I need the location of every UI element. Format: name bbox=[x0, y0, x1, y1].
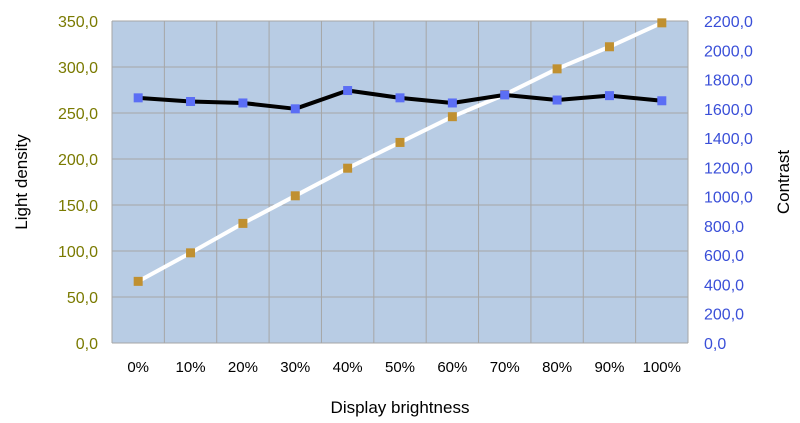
x-axis-title: Display brightness bbox=[331, 398, 470, 417]
left-tick-label: 300,0 bbox=[58, 60, 98, 77]
right-tick-label: 200,0 bbox=[704, 307, 744, 324]
series-layer bbox=[133, 18, 667, 286]
left-tick-label: 50,0 bbox=[67, 290, 98, 307]
right-tick-label: 400,0 bbox=[704, 277, 744, 294]
right-tick-label: 800,0 bbox=[704, 219, 744, 236]
left-tick-label: 200,0 bbox=[58, 152, 98, 169]
data-point bbox=[604, 42, 614, 52]
data-point bbox=[657, 96, 667, 106]
data-point bbox=[395, 137, 405, 147]
data-point bbox=[447, 98, 457, 108]
x-tick-label: 100% bbox=[643, 359, 681, 376]
data-point bbox=[500, 90, 510, 100]
x-tick-label: 90% bbox=[594, 359, 624, 376]
right-tick-label: 1200,0 bbox=[704, 160, 753, 177]
x-tick-label: 20% bbox=[228, 359, 258, 376]
data-point bbox=[552, 95, 562, 105]
data-point bbox=[343, 86, 353, 96]
data-point bbox=[238, 218, 248, 228]
left-tick-label: 0,0 bbox=[76, 336, 98, 353]
right-tick-label: 1600,0 bbox=[704, 102, 753, 119]
data-point bbox=[343, 163, 353, 173]
x-tick-label: 60% bbox=[437, 359, 467, 376]
data-point bbox=[657, 18, 667, 28]
data-point bbox=[186, 97, 196, 106]
x-tick-label: 10% bbox=[176, 359, 206, 376]
x-tick-label: 70% bbox=[490, 359, 520, 376]
right-tick-label: 1800,0 bbox=[704, 73, 753, 90]
x-tick-label: 30% bbox=[280, 359, 310, 376]
left-tick-label: 150,0 bbox=[58, 198, 98, 215]
data-point bbox=[604, 91, 614, 101]
data-point bbox=[290, 104, 300, 114]
data-point bbox=[395, 93, 405, 103]
data-point bbox=[447, 112, 457, 122]
y-axis-left-title: Light density bbox=[12, 134, 31, 230]
right-tick-label: 2200,0 bbox=[704, 14, 753, 31]
left-tick-label: 250,0 bbox=[58, 106, 98, 123]
data-point bbox=[238, 98, 248, 108]
left-axis-ticks: 0,0 50,0 100,0 150,0 200,0 250,0 300,0 350,0 bbox=[58, 14, 98, 353]
x-tick-label: 50% bbox=[385, 359, 415, 376]
right-tick-label: 2000,0 bbox=[704, 43, 753, 60]
data-point bbox=[186, 248, 196, 258]
x-tick-label: 80% bbox=[542, 359, 572, 376]
grid-lines bbox=[111, 20, 689, 344]
left-tick-label: 350,0 bbox=[58, 14, 98, 31]
x-axis-ticks: 0% 10% 20% 30% 40% 50% 60% 70% 80% 90% 100% bbox=[127, 359, 681, 376]
data-point bbox=[133, 276, 143, 286]
right-tick-label: 600,0 bbox=[704, 248, 744, 265]
x-tick-label: 0% bbox=[127, 359, 149, 376]
data-point bbox=[290, 191, 300, 201]
x-tick-label: 40% bbox=[333, 359, 363, 376]
y-axis-right-title: Contrast bbox=[774, 150, 793, 215]
right-tick-label: 1000,0 bbox=[704, 190, 753, 207]
right-axis-ticks: 0,0 200,0 400,0 600,0 800,0 1000,0 1200,0 1400,… bbox=[704, 14, 753, 353]
data-point bbox=[133, 93, 143, 103]
right-tick-label: 0,0 bbox=[704, 336, 726, 353]
plot-area bbox=[112, 21, 688, 343]
data-point bbox=[552, 64, 562, 74]
right-tick-label: 1400,0 bbox=[704, 131, 753, 148]
left-tick-label: 100,0 bbox=[58, 244, 98, 261]
